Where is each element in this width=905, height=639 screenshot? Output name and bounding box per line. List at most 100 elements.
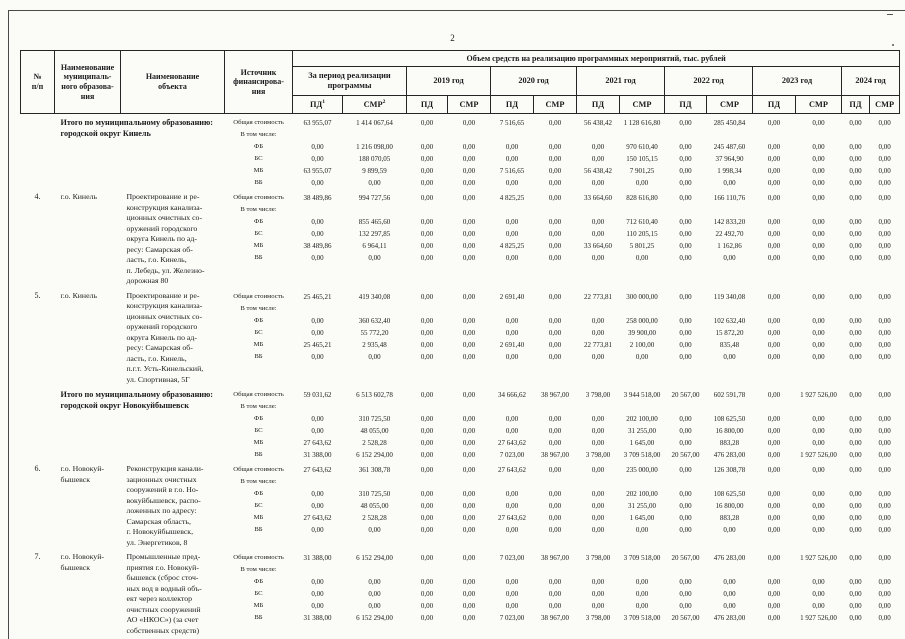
amount-line: 6 152 294,00: [356, 554, 393, 562]
table-row: Итого по муниципальному образованию: гор…: [21, 114, 900, 190]
amount-line: 16 800,00: [715, 427, 744, 435]
amount-line: 0,00: [311, 218, 324, 226]
amount-line: 0,00: [368, 254, 381, 262]
amount-line: 31 388,00: [303, 554, 332, 562]
amount-line: 0,00: [812, 602, 825, 610]
amount-line: 0,00: [767, 340, 781, 349]
funding-source-line: МБ: [253, 340, 264, 348]
amount-line: 0,00: [368, 590, 381, 598]
cell-amount: 828 616,80 712 610,40 110 205,15 5 801,25 0…: [620, 189, 665, 288]
amount-line: 0,00: [548, 230, 562, 238]
cell-amount: 0,00 0,00 0,00 0,00 0,00: [796, 189, 842, 288]
amount-line: 0,00: [812, 340, 825, 349]
amount-line: 0,00: [812, 119, 825, 127]
header-row-group: № п/п Наименование муниципаль- ного обра…: [20, 50, 901, 114]
amount-line: 0,00: [420, 352, 434, 361]
amount-line: 0,00: [767, 218, 781, 226]
amount-line: 0,00: [812, 590, 825, 598]
amount-line: [293, 129, 343, 141]
amount-line: 0,00: [812, 352, 825, 361]
amount-line: [577, 564, 620, 576]
cell-amount: 33 664,60 0,00 0,00 33 664,60 0,00: [577, 189, 620, 288]
amount-line: 0,00: [591, 352, 605, 361]
amount-line: 2 691,40: [499, 292, 525, 301]
amount-line: 0,00: [723, 526, 736, 534]
amount-line: 0,00: [420, 119, 434, 127]
amount-line: 0,00: [635, 352, 649, 361]
amount-line: 0,00: [679, 167, 692, 175]
amount-line: 0,00: [767, 316, 781, 325]
funding-source-line: Общая стоимость: [233, 554, 284, 561]
amount-line: 0,00: [420, 614, 434, 622]
amount-line: 0,00: [679, 514, 692, 522]
amount-line: 0,00: [849, 391, 862, 399]
funding-source-line: ФБ: [253, 143, 264, 150]
amount-line: 0,00: [420, 439, 434, 447]
amount-line: 0,00: [505, 143, 519, 151]
amount-line: 3 709 518,00: [623, 554, 661, 562]
amount-line: [665, 401, 707, 413]
amount-line: 0,00: [812, 526, 825, 534]
amount-line: 0,00: [767, 451, 781, 459]
amount-line: 0,00: [812, 218, 825, 226]
amount-line: 0,00: [679, 439, 692, 447]
amount-line: 7 023,00: [499, 451, 525, 459]
amount-line: [707, 564, 753, 576]
amount-line: 0,00: [767, 292, 781, 301]
amount-line: 0,00: [878, 254, 891, 262]
amount-line: 0,00: [767, 554, 781, 562]
amount-line: 0,00: [505, 218, 519, 226]
cell-amount: 3 798,00 0,00 0,00 0,00 3 798,00: [577, 386, 620, 461]
amount-line: 0,00: [878, 119, 891, 127]
amount-line: 0,00: [462, 602, 476, 610]
amount-line: 3 798,00: [585, 614, 611, 622]
amount-line: [448, 303, 491, 315]
cell-amount: 1 927 526,00 0,00 0,00 0,00 1 927 526,00: [796, 549, 842, 637]
amount-line: 0,00: [591, 502, 605, 510]
amount-line: 0,00: [849, 143, 862, 151]
amount-line: [491, 129, 534, 141]
funding-source-line: ВБ: [254, 614, 263, 621]
cell-amount: 38 489,86 0,00 0,00 38 489,86 0,00: [293, 189, 343, 288]
amount-line: 0,00: [767, 391, 781, 399]
amount-line: 0,00: [849, 230, 862, 238]
amount-line: 0,00: [311, 316, 324, 325]
amount-line: 0,00: [462, 254, 476, 262]
cell-amount: 0,00 0,00 0,00 0,00 0,00: [870, 549, 900, 637]
amount-line: [448, 401, 491, 413]
cell-amount: 0,00 0,00 0,00 0,00 0,00: [870, 386, 900, 461]
amount-line: 0,00: [591, 415, 605, 423]
amount-line: 0,00: [878, 415, 891, 423]
amount-line: 4 825,25: [499, 242, 525, 250]
amount-line: 0,00: [849, 328, 862, 337]
header-subcol: ПД: [406, 95, 448, 114]
funding-source-line: ФБ: [253, 316, 264, 324]
amount-line: [842, 401, 870, 413]
amount-line: 0,00: [420, 242, 434, 250]
amount-line: 0,00: [462, 328, 476, 337]
cell-amount: 0,00 0,00 0,00 0,00 0,00: [534, 189, 577, 288]
amount-line: 0,00: [849, 614, 862, 622]
amount-line: 0,00: [505, 316, 519, 325]
amount-line: 110 205,15: [626, 230, 658, 238]
amount-line: 0,00: [679, 230, 692, 238]
cell-amount: 0,00 0,00 0,00 0,00 0,00: [448, 386, 491, 461]
amount-line: 0,00: [591, 514, 605, 522]
amount-line: [620, 476, 665, 488]
amount-line: [620, 204, 665, 216]
amount-line: 0,00: [849, 242, 862, 250]
amount-line: 1 645,00: [629, 439, 655, 447]
cell-amount: 7 023,00 0,00 0,00 0,00 7 023,00: [491, 549, 534, 637]
cell-amount: 0,00 0,00 0,00 0,00 0,00: [842, 114, 870, 190]
amount-line: 0,00: [878, 439, 891, 447]
amount-line: 0,00: [420, 254, 434, 262]
amount-line: 0,00: [767, 194, 781, 202]
funding-source-line: ВБ: [254, 254, 263, 261]
amount-line: 0,00: [591, 578, 605, 586]
amount-line: 0,00: [679, 254, 692, 262]
amount-line: 2 528,28: [362, 514, 387, 522]
amount-line: [753, 204, 796, 216]
amount-line: 0,00: [679, 119, 692, 127]
amount-line: 0,00: [878, 218, 891, 226]
